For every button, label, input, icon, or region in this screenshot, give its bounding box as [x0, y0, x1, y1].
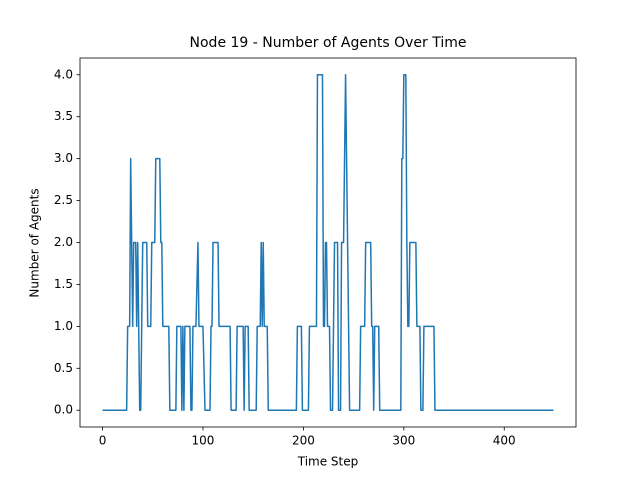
data-line [102, 74, 554, 411]
y-tick-label: 2.5 [54, 193, 73, 207]
x-tick-label: 200 [292, 434, 315, 448]
x-tick-label: 100 [192, 434, 215, 448]
y-tick-label: 1.0 [54, 319, 73, 333]
x-tick-label: 0 [99, 434, 107, 448]
x-tick-label: 400 [493, 434, 516, 448]
y-tick-label: 3.0 [54, 151, 73, 165]
chart-title: Node 19 - Number of Agents Over Time [190, 35, 467, 51]
x-axis-label: Time Step [297, 455, 359, 469]
y-tick-label: 4.0 [54, 67, 73, 81]
y-tick-label: 0.5 [54, 361, 73, 375]
y-tick-label: 1.5 [54, 277, 73, 291]
y-tick-label: 3.5 [54, 109, 73, 123]
y-tick-label: 2.0 [54, 235, 73, 249]
y-tick-label: 0.0 [54, 403, 73, 417]
x-tick-label: 300 [392, 434, 415, 448]
y-axis-label: Number of Agents [28, 188, 42, 297]
